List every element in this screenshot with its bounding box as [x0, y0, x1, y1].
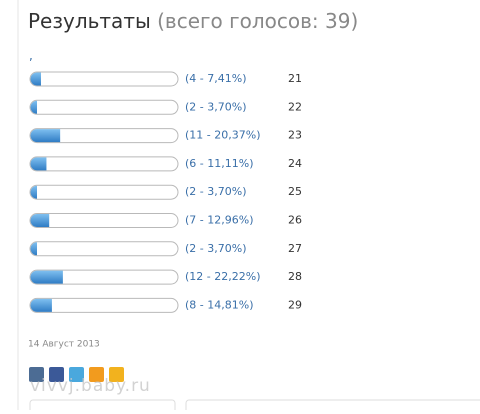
share-vk[interactable] [29, 367, 44, 382]
category-label: 26 [288, 214, 302, 227]
value-label: (8 - 14,81%) [185, 298, 254, 311]
category-label: 22 [288, 100, 302, 113]
title-count: (всего голосов: 39) [157, 9, 358, 33]
watermark: vivvj.baby.ru [30, 376, 151, 396]
poll-title: Результаты (всего голосов: 39) [28, 9, 358, 33]
value-label: (2 - 3,70%) [185, 185, 247, 198]
value-label: (2 - 3,70%) [185, 100, 247, 113]
category-label: 29 [288, 298, 302, 311]
bar [30, 242, 37, 256]
bar-track [29, 184, 179, 200]
share-icons [29, 367, 124, 382]
bottom-box [29, 399, 176, 414]
share-twitter[interactable] [69, 367, 84, 382]
value-label: (12 - 22,22%) [185, 270, 261, 283]
category-label: 27 [288, 242, 302, 255]
date: 14 Август 2013 [28, 340, 100, 350]
bottom-box [185, 399, 480, 414]
bar [30, 298, 52, 312]
bar [30, 72, 41, 86]
bar [30, 100, 37, 114]
bar-track [29, 213, 179, 228]
bar-track [29, 71, 179, 87]
bar [30, 185, 37, 199]
bar-track [29, 156, 179, 172]
category-label: 21 [288, 72, 302, 85]
bar-track [29, 269, 179, 285]
category-label: 28 [288, 270, 302, 283]
bar-track [29, 99, 179, 115]
value-label: (6 - 11,11%) [185, 157, 254, 170]
bar-track [29, 128, 179, 144]
value-label: (11 - 20,37%) [185, 129, 261, 142]
share-odnoklassniki[interactable] [89, 367, 104, 382]
bar [30, 270, 63, 284]
category-label: 25 [288, 185, 302, 198]
category-label: 23 [288, 129, 302, 142]
share-mail[interactable] [109, 367, 124, 382]
bar [30, 157, 47, 171]
title-main: Результаты [28, 9, 151, 33]
bar-track [29, 297, 179, 313]
value-label: (2 - 3,70%) [185, 242, 247, 255]
note: , [29, 49, 33, 63]
share-facebook[interactable] [49, 367, 64, 382]
bar [30, 214, 50, 227]
value-label: (4 - 7,41%) [185, 72, 247, 85]
category-label: 24 [288, 157, 302, 170]
bar [30, 129, 61, 143]
bar-track [29, 241, 179, 257]
value-label: (7 - 12,96%) [185, 214, 254, 227]
